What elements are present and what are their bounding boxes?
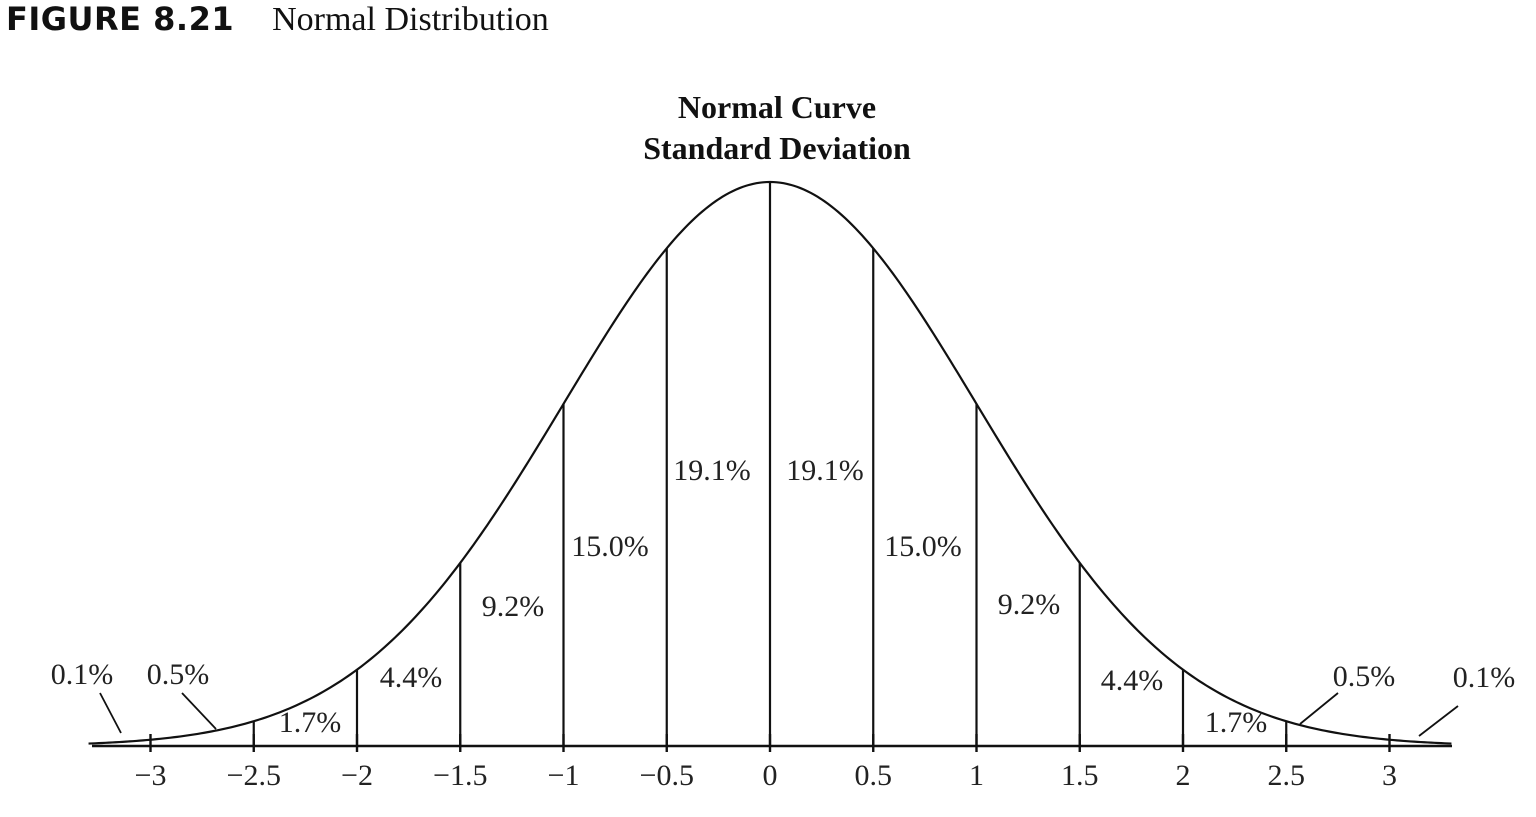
x-tick-label: 0 (763, 759, 778, 792)
x-tick-label: −2 (341, 759, 373, 792)
label-leader-line (181, 692, 217, 730)
chart-title: Normal Curve (678, 89, 876, 125)
x-tick-label: 2.5 (1268, 759, 1306, 792)
segment-percentage-label: 9.2% (998, 588, 1061, 621)
segment-percentage-label: 0.1% (1453, 661, 1516, 694)
chart-marks: −3 −2.5 −2 −1.5 −1 −0.5 0 0.5 1 1.5 2 2.5 3 0.1% 0.5% 1… (51, 180, 1516, 792)
x-tick-label: 0.5 (855, 759, 893, 792)
segment-percentage-label: 4.4% (1101, 664, 1164, 697)
x-tick-label: −2.5 (227, 759, 281, 792)
segment-percentage-label: 9.2% (482, 590, 545, 623)
segment-percentage-label: 15.0% (571, 530, 649, 563)
figure-header: FIGURE 8.21 Normal Distribution (6, 0, 549, 44)
segment-percentage-label: 0.1% (51, 658, 114, 691)
segment-percentage-label: 0.5% (1333, 660, 1396, 693)
x-tick-label: 3 (1382, 759, 1397, 792)
x-tick-label: 1.5 (1061, 759, 1099, 792)
figure-label: FIGURE 8.21 (6, 0, 235, 38)
label-leader-line (1299, 692, 1339, 725)
chart-subtitle: Standard Deviation (643, 130, 911, 166)
segment-percentage-label: 1.7% (279, 706, 342, 739)
x-tick-label: −0.5 (640, 759, 694, 792)
segment-percentage-label: 19.1% (786, 454, 864, 487)
x-tick-label: 2 (1176, 759, 1191, 792)
segment-percentage-label: 19.1% (673, 454, 751, 487)
segment-percentage-label: 1.7% (1205, 706, 1268, 739)
segment-percentage-label: 15.0% (884, 530, 962, 563)
x-tick-label: 1 (969, 759, 984, 792)
x-tick-label: −1.5 (433, 759, 487, 792)
x-tick-label: −1 (548, 759, 580, 792)
segment-percentage-label: 0.5% (147, 658, 210, 691)
segment-percentage-label: 4.4% (380, 661, 443, 694)
label-leader-line (99, 692, 122, 734)
label-leader-line (1418, 705, 1459, 737)
figure-caption: Normal Distribution (272, 1, 549, 38)
x-tick-label: −3 (135, 759, 167, 792)
